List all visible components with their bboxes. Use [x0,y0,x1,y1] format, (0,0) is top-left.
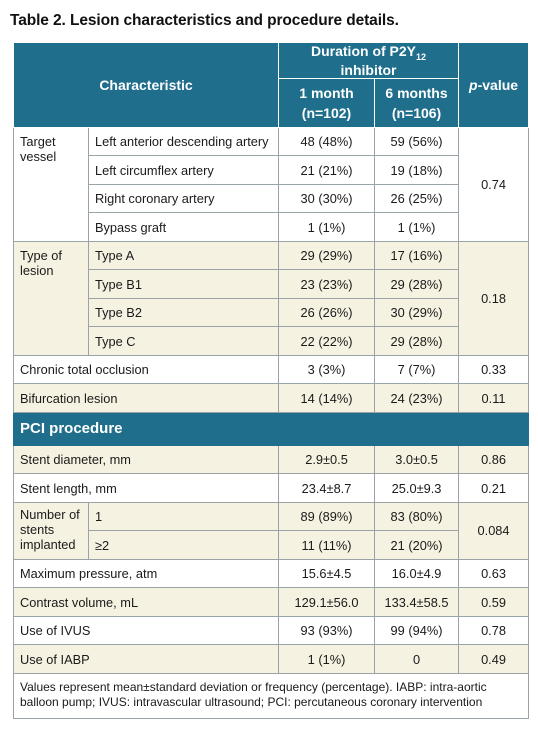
cell-6-months: 59 (56%) [374,126,460,157]
cell-1-month: 23.4±8.7 [278,473,376,503]
cell-1-month: 22 (22%) [278,326,376,356]
table-row: Left circumflex artery 21 (21%) 19 (18%) [14,155,529,185]
table-row: Type B2 26 (26%) 30 (29%) [14,297,529,328]
cell-1-month: 11 (11%) [278,530,376,560]
cell-6-months: 16.0±4.9 [374,558,460,589]
cell-6-months: 25.0±9.3 [374,473,460,503]
row-label: 1 [87,501,280,532]
cell-1-month: 29 (29%) [278,240,376,271]
cell-pvalue: 0.74 [458,126,530,242]
row-label: Type A [87,240,280,271]
cell-1-month: 21 (21%) [278,155,376,185]
table-footnote: Values represent mean±standard deviation… [12,672,530,719]
table-row: Stent length, mm 23.4±8.7 25.0±9.3 0.21 [12,473,530,503]
row-label: Type C [87,326,280,356]
cell-pvalue: 0.21 [458,473,530,503]
table-title: Table 2. Lesion characteristics and proc… [10,12,399,29]
row-label: Bypass graft [87,212,280,242]
table-row: Maximum pressure, atm 15.6±4.5 16.0±4.9 … [12,558,530,589]
row-label: Left anterior descending artery [87,126,280,157]
cell-6-months: 0 [374,644,460,674]
cell-6-months: 26 (25%) [374,183,460,214]
cell-1-month: 15.6±4.5 [278,558,376,589]
cell-6-months: 24 (23%) [374,383,460,413]
cell-6-months: 83 (80%) [374,501,460,532]
table-row: Number of stents implanted 1 89 (89%) 83… [13,501,530,560]
cell-1-month: 129.1±56.0 [278,587,376,617]
cell-pvalue: 0.18 [458,240,530,356]
section-pci-procedure: PCI procedure [12,411,530,446]
cell-1-month: 3 (3%) [278,354,376,385]
cell-pvalue: 0.084 [458,501,530,560]
cell-6-months: 19 (18%) [374,155,460,185]
table-row: Stent diameter, mm 2.9±0.5 3.0±0.5 0.86 [12,444,530,475]
cell-pvalue: 0.11 [458,383,530,413]
cell-1-month: 1 (1%) [278,644,376,674]
table-row: Chronic total occlusion 3 (3%) 7 (7%) 0.… [12,354,530,385]
table-row: Use of IABP 1 (1%) 0 0.49 [12,644,530,674]
lesion-table: Characteristic Duration of P2Y12 inhibit… [12,42,530,719]
table-row: Contrast volume, mL 129.1±56.0 133.4±58.… [12,587,530,617]
cell-1-month: 89 (89%) [278,501,376,532]
cell-pvalue: 0.49 [458,644,530,674]
cell-6-months: 133.4±58.5 [374,587,460,617]
cell-1-month: 93 (93%) [278,615,376,646]
row-label: Maximum pressure, atm [12,558,280,589]
table-row: Type C 22 (22%) 29 (28%) [14,326,529,356]
cell-6-months: 1 (1%) [374,212,460,242]
cell-1-month: 23 (23%) [278,269,376,299]
header-pvalue: p-value [458,42,530,128]
row-label: Left circumflex artery [87,155,280,185]
header-1-month: 1 month (n=102) [278,77,376,128]
row-label: Stent diameter, mm [12,444,280,475]
cell-pvalue: 0.33 [458,354,530,385]
row-label: Type B1 [87,269,280,299]
cell-1-month: 14 (14%) [278,383,376,413]
row-label: Bifurcation lesion [12,383,280,413]
header-characteristic: Characteristic [12,42,280,128]
cell-1-month: 30 (30%) [278,183,376,214]
cell-6-months: 17 (16%) [374,240,460,271]
cell-pvalue: 0.63 [458,558,530,589]
cell-pvalue: 0.78 [458,615,530,646]
cell-6-months: 7 (7%) [374,354,460,385]
cell-6-months: 29 (28%) [374,269,460,299]
table-row: Type B1 23 (23%) 29 (28%) [14,269,529,299]
table-row: Bypass graft 1 (1%) 1 (1%) [14,212,529,242]
cell-6-months: 30 (29%) [374,297,460,328]
row-label: Type B2 [87,297,280,328]
cell-6-months: 29 (28%) [374,326,460,356]
row-label: Chronic total occlusion [12,354,280,385]
group-label-type-of-lesion: Type of lesion [13,240,89,356]
cell-1-month: 1 (1%) [278,212,376,242]
row-label: Contrast volume, mL [12,587,280,617]
table-row: Use of IVUS 93 (93%) 99 (94%) 0.78 [12,615,530,646]
cell-1-month: 26 (26%) [278,297,376,328]
cell-1-month: 2.9±0.5 [278,444,376,475]
group-label-target-vessel: Target vessel [13,126,89,242]
table-row: Right coronary artery 30 (30%) 26 (25%) [14,183,529,214]
header-duration: Duration of P2Y12 inhibitor [278,42,460,79]
table-row: Type of lesion Type A 29 (29%) 17 (16%) … [13,240,530,356]
row-label: Use of IABP [12,644,280,674]
row-label: Use of IVUS [12,615,280,646]
cell-6-months: 21 (20%) [374,530,460,560]
row-label: Right coronary artery [87,183,280,214]
cell-6-months: 99 (94%) [374,615,460,646]
row-label: Stent length, mm [12,473,280,503]
group-label-stents: Number of stents implanted [13,501,89,560]
table-row: Bifurcation lesion 14 (14%) 24 (23%) 0.1… [12,383,530,413]
header-6-months: 6 months (n=106) [374,77,460,128]
cell-pvalue: 0.59 [458,587,530,617]
cell-1-month: 48 (48%) [278,126,376,157]
cell-pvalue: 0.86 [458,444,530,475]
cell-6-months: 3.0±0.5 [374,444,460,475]
table-row: Target vessel Left anterior descending a… [13,126,530,242]
row-label: ≥2 [87,530,280,560]
table-row: ≥2 11 (11%) 21 (20%) [14,530,529,560]
